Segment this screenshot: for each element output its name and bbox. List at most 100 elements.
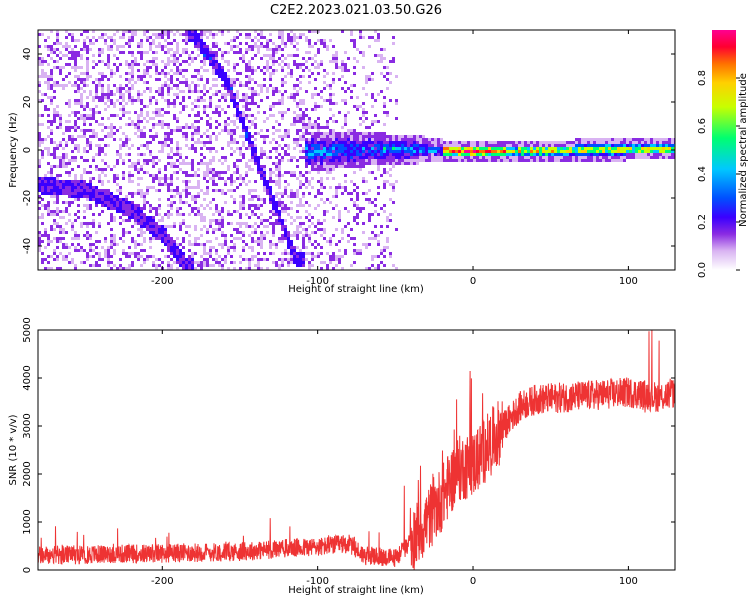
heatmap-cell	[140, 135, 143, 138]
heatmap-cell	[152, 234, 155, 237]
heatmap-cell	[230, 165, 233, 168]
heatmap-cell	[137, 168, 140, 171]
heatmap-cell	[152, 180, 155, 183]
heatmap-cell	[386, 246, 389, 249]
heatmap-cell	[233, 213, 236, 216]
heatmap-cell	[323, 96, 326, 99]
heatmap-cell	[317, 30, 320, 33]
heatmap-cell	[338, 216, 341, 219]
heatmap-cell	[212, 219, 215, 222]
heatmap-cell	[275, 129, 278, 132]
heatmap-cell	[209, 156, 212, 159]
heatmap-cell	[194, 150, 197, 153]
heatmap-cell	[245, 213, 248, 216]
heatmap-cell	[38, 60, 41, 63]
heatmap-cell	[86, 63, 89, 66]
heatmap-cell	[89, 48, 92, 51]
heatmap-cell	[260, 228, 263, 231]
heatmap-cell	[311, 222, 314, 225]
heatmap-cell	[113, 96, 116, 99]
heatmap-cell	[185, 39, 188, 42]
heatmap-cell	[512, 147, 515, 150]
heatmap-cell	[137, 45, 140, 48]
heatmap-cell	[296, 258, 299, 261]
heatmap-cell	[284, 192, 287, 195]
heatmap-cell	[335, 141, 338, 144]
heatmap-cell	[365, 156, 368, 159]
heatmap-cell	[263, 45, 266, 48]
heatmap-cell	[248, 45, 251, 48]
heatmap-cell	[119, 234, 122, 237]
heatmap-cell	[443, 150, 446, 153]
heatmap-cell	[266, 189, 269, 192]
heatmap-cell	[185, 144, 188, 147]
heatmap-cell	[251, 135, 254, 138]
heatmap-cell	[485, 153, 488, 156]
heatmap-cell	[275, 156, 278, 159]
heatmap-cell	[299, 198, 302, 201]
heatmap-cell	[77, 204, 80, 207]
heatmap-cell	[239, 51, 242, 54]
heatmap-cell	[53, 144, 56, 147]
heatmap-cell	[377, 144, 380, 147]
heatmap-cell	[167, 225, 170, 228]
heatmap-cell	[545, 159, 548, 162]
heatmap-cell	[182, 156, 185, 159]
heatmap-cell	[221, 84, 224, 87]
heatmap-cell	[119, 258, 122, 261]
heatmap-cell	[143, 162, 146, 165]
heatmap-cell	[89, 144, 92, 147]
heatmap-cell	[338, 183, 341, 186]
heatmap-cell	[329, 150, 332, 153]
heatmap-cell	[116, 243, 119, 246]
heatmap-cell	[110, 156, 113, 159]
heatmap-cell	[89, 153, 92, 156]
heatmap-cell	[212, 66, 215, 69]
heatmap-cell	[215, 42, 218, 45]
heatmap-cell	[269, 198, 272, 201]
heatmap-cell	[548, 147, 551, 150]
heatmap-cell	[140, 225, 143, 228]
heatmap-cell	[317, 228, 320, 231]
heatmap-cell	[98, 153, 101, 156]
heatmap-cell	[188, 240, 191, 243]
heatmap-cell	[101, 129, 104, 132]
heatmap-cell	[302, 234, 305, 237]
heatmap-cell	[338, 261, 341, 264]
heatmap-cell	[212, 183, 215, 186]
heatmap-cell	[197, 261, 200, 264]
heatmap-cell	[326, 210, 329, 213]
heatmap-cell	[65, 96, 68, 99]
heatmap-cell	[203, 45, 206, 48]
heatmap-cell	[194, 57, 197, 60]
heatmap-cell	[425, 159, 428, 162]
heatmap-cell	[179, 69, 182, 72]
heatmap-cell	[311, 258, 314, 261]
heatmap-cell	[128, 30, 131, 33]
heatmap-cell	[227, 75, 230, 78]
heatmap-cell	[539, 159, 542, 162]
heatmap-cell	[53, 48, 56, 51]
heatmap-cell	[74, 147, 77, 150]
heatmap-cell	[311, 150, 314, 153]
heatmap-cell	[245, 147, 248, 150]
heatmap-cell	[140, 162, 143, 165]
heatmap-cell	[500, 147, 503, 150]
heatmap-cell	[119, 96, 122, 99]
heatmap-cell	[518, 150, 521, 153]
heatmap-cell	[278, 225, 281, 228]
heatmap-cell	[458, 144, 461, 147]
heatmap-cell	[191, 144, 194, 147]
heatmap-cell	[356, 216, 359, 219]
heatmap-cell	[182, 45, 185, 48]
heatmap-cell	[59, 210, 62, 213]
heatmap-cell	[530, 147, 533, 150]
heatmap-cell	[59, 84, 62, 87]
heatmap-cell	[278, 204, 281, 207]
heatmap-cell	[203, 252, 206, 255]
heatmap-cell	[233, 204, 236, 207]
heatmap-cell	[191, 39, 194, 42]
heatmap-cell	[197, 267, 200, 270]
heatmap-cell	[272, 234, 275, 237]
heatmap-cell	[203, 174, 206, 177]
